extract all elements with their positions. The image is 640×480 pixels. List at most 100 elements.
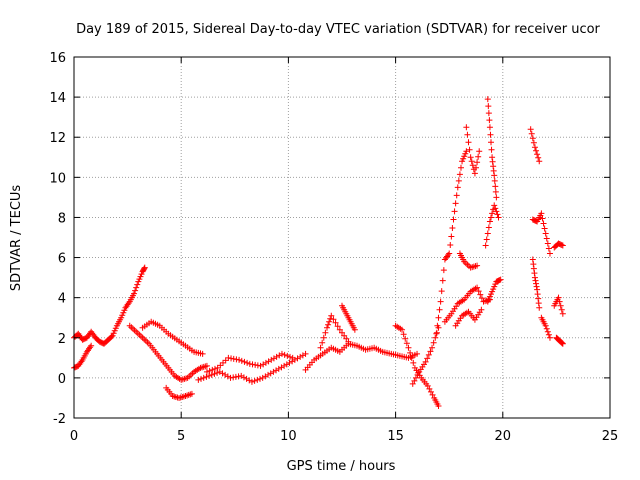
- data-point: [558, 339, 565, 346]
- data-point: [473, 164, 479, 171]
- data-point: [414, 350, 421, 357]
- x-tick-label: 25: [602, 429, 619, 444]
- series-track-x: [538, 314, 553, 341]
- data-point: [343, 335, 350, 342]
- data-point: [199, 350, 206, 357]
- data-point: [339, 329, 345, 336]
- data-point: [334, 323, 341, 330]
- data-point: [426, 385, 433, 392]
- x-axis-label: GPS time / hours: [287, 459, 396, 474]
- series-track-p: [456, 250, 481, 271]
- data-point: [531, 274, 538, 281]
- data-point: [492, 205, 499, 212]
- data-point: [118, 314, 125, 321]
- series-track-i: [317, 312, 352, 351]
- data-point: [427, 348, 434, 355]
- data-point: [429, 344, 436, 351]
- data-point: [254, 376, 261, 383]
- data-point: [492, 281, 499, 288]
- data-point: [558, 306, 565, 313]
- data-point: [471, 170, 478, 177]
- data-point: [302, 350, 309, 357]
- data-point: [494, 211, 501, 218]
- data-point: [533, 147, 540, 154]
- data-point: [534, 291, 541, 298]
- x-tick-labels: 0 5 10 15 20 25: [70, 429, 618, 444]
- series-track-g: [203, 350, 296, 375]
- data-point: [536, 158, 543, 165]
- y-tick-labels: -2 0 2 4 6 8 10 12 14 16: [49, 51, 66, 427]
- data-point: [251, 377, 258, 384]
- data-point: [411, 377, 418, 384]
- data-point: [488, 139, 495, 146]
- data-point: [399, 326, 406, 333]
- data-point: [259, 374, 266, 381]
- y-axis-label: SDTVAR / TECUs: [9, 185, 24, 292]
- data-point: [267, 370, 274, 377]
- data-point: [408, 354, 415, 361]
- data-point: [463, 124, 470, 131]
- data-point: [214, 369, 221, 376]
- data-point: [467, 154, 474, 161]
- data-point: [463, 148, 470, 155]
- data-point: [490, 286, 497, 293]
- data-point: [477, 291, 484, 298]
- data-point: [484, 96, 491, 103]
- data-point: [493, 194, 500, 201]
- data-point: [488, 214, 495, 221]
- data-point: [559, 242, 566, 249]
- data-point: [559, 310, 566, 317]
- data-point: [529, 135, 536, 142]
- data-point: [262, 359, 269, 366]
- data-point: [490, 167, 497, 174]
- data-point: [478, 295, 485, 302]
- data-point: [489, 288, 496, 295]
- data-point: [281, 362, 288, 369]
- data-point: [407, 349, 414, 356]
- data-point: [427, 388, 434, 395]
- data-point: [260, 361, 267, 368]
- data-point: [475, 288, 482, 295]
- data-point: [461, 153, 468, 160]
- data-point: [492, 188, 499, 195]
- data-point: [491, 283, 498, 290]
- data-point: [459, 158, 466, 165]
- data-point: [325, 321, 332, 328]
- data-point: [460, 155, 467, 162]
- data-point: [454, 184, 461, 191]
- data-point: [336, 326, 343, 333]
- data-point: [412, 374, 419, 381]
- series-track-t: [484, 276, 504, 305]
- data-point: [484, 230, 491, 237]
- series-track-aa: [553, 334, 566, 347]
- data-point: [486, 124, 493, 131]
- data-point: [485, 224, 492, 231]
- data-point: [474, 159, 481, 166]
- data-point: [545, 245, 552, 252]
- data-point: [546, 250, 553, 257]
- data-point: [222, 371, 229, 378]
- data-point: [425, 351, 432, 358]
- series-track-u: [527, 126, 543, 165]
- data-point: [286, 359, 293, 366]
- data-point: [450, 216, 457, 223]
- data-point: [544, 328, 551, 335]
- series-track-h: [302, 340, 421, 373]
- y-tick-label: 10: [49, 171, 66, 186]
- data-point: [435, 402, 442, 409]
- data-point: [330, 316, 337, 323]
- chart-title: Day 189 of 2015, Sidereal Day-to-day VTE…: [76, 22, 600, 37]
- data-point: [448, 233, 455, 240]
- data-point: [403, 340, 410, 347]
- data-point: [491, 177, 498, 184]
- data-point: [111, 327, 118, 334]
- data-point: [135, 278, 142, 285]
- data-points: [71, 96, 566, 409]
- data-point: [270, 355, 277, 362]
- data-point: [447, 242, 454, 249]
- data-point: [474, 262, 481, 269]
- data-point: [327, 315, 334, 322]
- data-point: [133, 284, 140, 291]
- data-point: [422, 358, 429, 365]
- data-point: [539, 215, 546, 222]
